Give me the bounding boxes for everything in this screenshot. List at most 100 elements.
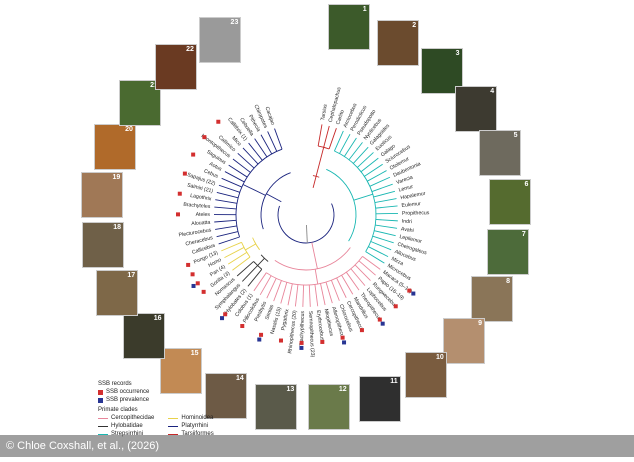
species-photo: 16 (123, 313, 165, 359)
clade-line-swatch (168, 418, 178, 419)
photo-number: 20 (125, 126, 133, 133)
ssb-occurrence-mark (378, 318, 382, 322)
tree-tip-branch (214, 207, 236, 209)
tree-clade-arc (236, 149, 282, 237)
tree-tip-branch (281, 282, 287, 303)
ssb-prevalence-mark (411, 292, 415, 296)
ssb-occurrence-mark (259, 333, 263, 337)
tree-inner-branch (354, 194, 373, 200)
tree-tip-branch (373, 236, 394, 243)
tree-tip-branch (248, 269, 262, 286)
ssb-occurrence-mark (300, 341, 304, 345)
species-photo: 18 (82, 222, 124, 268)
tree-tip-branch (346, 272, 359, 290)
tree-tip-branch (359, 261, 376, 275)
species-photo: 17 (96, 270, 138, 316)
ssb-occurrence-mark (196, 281, 200, 285)
legend-clade: Hylobatidae (98, 422, 154, 430)
legend-clade: Platyrrhini (168, 422, 213, 430)
ssb-prevalence-mark (299, 346, 303, 350)
ssb-occurrence-mark (186, 263, 190, 267)
tree-tip-branch (215, 226, 237, 229)
photo-number: 17 (127, 272, 135, 279)
legend: SSB records SSB occurrence SSB prevalenc… (98, 380, 214, 438)
ssb-occurrence-mark (216, 120, 220, 124)
ssb-prevalence-mark (220, 316, 224, 320)
photo-number: 11 (390, 378, 397, 385)
clade-name: Cercopithecidae (111, 414, 154, 422)
tree-clade-arc (275, 247, 351, 270)
tree-tip-branch (288, 284, 292, 306)
taxon-label: Brachyteles (183, 202, 211, 210)
photo-number: 9 (478, 320, 482, 327)
tree-tip-branch (217, 232, 238, 237)
tree-tip-branch (375, 199, 397, 203)
species-photo: 6 (489, 179, 531, 225)
taxon-label: Avahi (401, 226, 415, 234)
taxon-label: Ateles (196, 212, 211, 218)
clade-name: Platyrrhini (181, 422, 208, 430)
legend-prevalence: SSB prevalence (98, 396, 214, 404)
tree-clade-arc (278, 204, 334, 243)
photo-number: 7 (522, 231, 526, 238)
tree-tip-branch (232, 257, 250, 270)
photo-number: 10 (436, 354, 444, 361)
photo-number: 22 (186, 46, 194, 53)
tree-tip-branch (274, 281, 282, 302)
tree-inner-branch (245, 244, 255, 250)
tree-tip-branch (215, 200, 237, 204)
ssb-occurrence-mark (202, 135, 206, 139)
clade-line-swatch (98, 418, 108, 419)
clade-name: Hylobatidae (111, 422, 143, 430)
ssb-occurrence-mark (176, 212, 180, 216)
photo-number: 23 (231, 19, 239, 26)
photo-number: 1 (363, 6, 367, 13)
occurrence-swatch (98, 390, 103, 395)
species-photo: 11 (359, 376, 401, 422)
tree-tip-branch (237, 261, 253, 276)
tree-tip-branch (329, 128, 336, 149)
tree-tip-branch (355, 265, 370, 281)
tree-tip-branch (318, 124, 322, 146)
photo-number: 5 (514, 132, 518, 139)
taxon-label: Indri (402, 219, 412, 226)
taxon-label: Alouatta (191, 220, 211, 227)
species-photo: 22 (155, 44, 197, 90)
species-photo: 12 (308, 384, 350, 430)
taxon-label: Semnopithecus (23) (307, 311, 315, 358)
species-photo: 9 (443, 318, 485, 364)
ssb-occurrence-mark (191, 272, 195, 276)
photo-number: 3 (456, 50, 460, 57)
prevalence-swatch (98, 398, 103, 403)
taxon-label: Pygathrix (280, 308, 290, 331)
ssb-occurrence-mark (360, 328, 364, 332)
tree-tip-branch (243, 148, 258, 164)
legend-title: SSB records (98, 380, 214, 388)
tree-tip-branch (219, 237, 240, 244)
ssb-occurrence-mark (320, 340, 324, 344)
photo-number: 14 (236, 375, 244, 382)
photo-number: 16 (154, 315, 162, 322)
ssb-occurrence-mark (183, 172, 187, 176)
tree-tip-branch (334, 131, 343, 151)
ssb-occurrence-mark (191, 153, 195, 157)
tree-tip-branch (351, 269, 365, 286)
species-photo: 1 (328, 4, 370, 50)
tree-tip-branch (376, 206, 398, 208)
tree-inner-branch (313, 176, 316, 188)
photo-number: 18 (113, 224, 121, 231)
species-photo: 19 (81, 172, 123, 218)
species-photo: 13 (255, 384, 297, 430)
photo-number: 12 (339, 386, 347, 393)
ssb-occurrence-mark (202, 290, 206, 294)
tree-tip-branch (376, 219, 398, 220)
tree-tip-branch (374, 191, 395, 197)
tree-tip-branch (349, 142, 363, 159)
legend-clade: Hominoidea (168, 414, 213, 422)
species-photo: 20 (94, 124, 136, 170)
tree-tip-branch (242, 266, 257, 282)
tree-tip-branch (372, 184, 393, 191)
taxon-label: Eulemur (401, 201, 421, 209)
species-photo: 4 (455, 86, 497, 132)
tree-inner-branch (312, 242, 318, 268)
